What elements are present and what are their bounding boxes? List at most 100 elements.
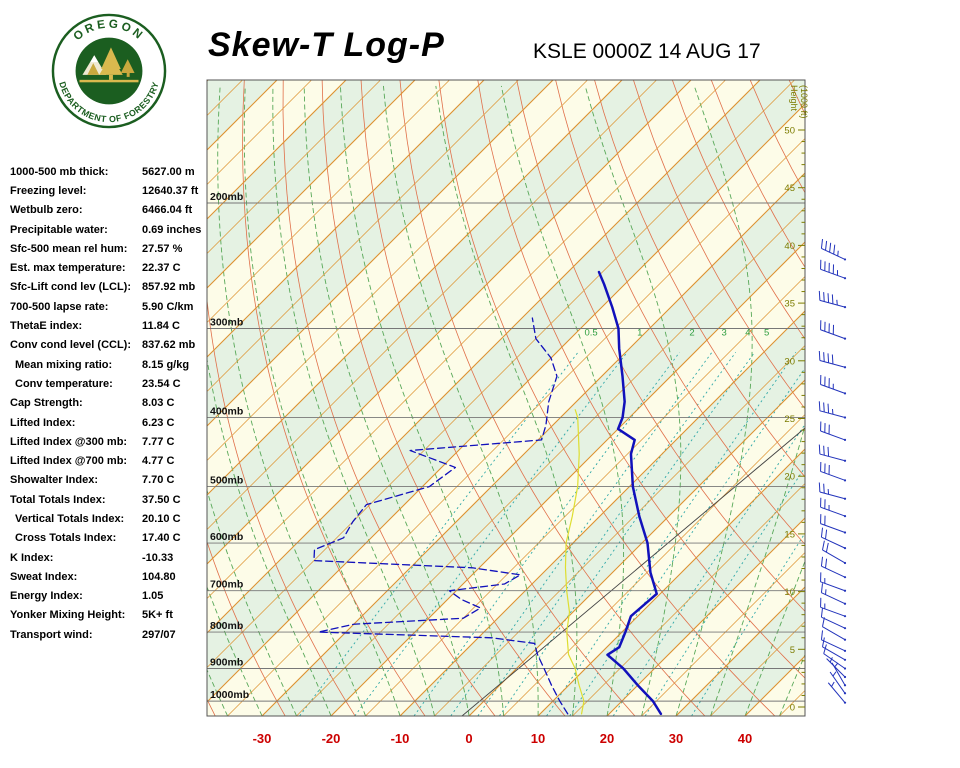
index-value: 12640.37 ft: [142, 184, 199, 197]
dewpoint-trace: [313, 317, 569, 715]
svg-text:Height: Height: [789, 85, 799, 112]
index-label: Total Totals Index:: [10, 493, 106, 506]
index-row: 700-500 lapse rate: 5.90 C/km: [10, 297, 210, 316]
index-label: Freezing level:: [10, 184, 87, 197]
svg-text:400mb: 400mb: [210, 406, 243, 418]
index-value: 17.40 C: [142, 532, 181, 545]
index-label: Vertical Totals Index:: [15, 512, 125, 525]
index-row: Est. max temperature: 22.37 C: [10, 258, 210, 277]
svg-text:45: 45: [784, 183, 795, 194]
page-title: Skew-T Log-P: [208, 26, 445, 64]
index-value: 11.84 C: [142, 320, 180, 333]
odf-logo: OREGON DEPARTMENT OF FORESTRY: [51, 13, 167, 129]
index-value: 6466.04 ft: [142, 204, 193, 217]
index-label: Sfc-500 mean rel hum:: [10, 242, 128, 255]
svg-text:4: 4: [745, 328, 750, 339]
svg-text:20: 20: [600, 731, 614, 746]
svg-text:500mb: 500mb: [210, 475, 243, 487]
svg-text:3: 3: [722, 328, 727, 339]
wetbulb-trace: [564, 409, 585, 715]
svg-text:0: 0: [465, 731, 472, 746]
index-label: ThetaE index:: [10, 320, 83, 333]
index-value: 8.03 C: [142, 397, 175, 410]
svg-text:300mb: 300mb: [210, 316, 243, 328]
isotherm-bands: [207, 80, 805, 716]
index-row: Transport wind: 297/07: [10, 625, 210, 644]
svg-text:50: 50: [784, 126, 795, 137]
index-row: Vertical Totals Index: 20.10 C: [10, 509, 210, 528]
svg-text:30: 30: [669, 731, 683, 746]
svg-text:10: 10: [531, 731, 545, 746]
wind-barbs: [818, 238, 847, 704]
svg-text:2: 2: [689, 328, 694, 339]
index-label: Lifted Index:: [10, 416, 76, 429]
index-value: 0.69 inches: [142, 223, 202, 236]
index-label: Lifted Index @300 mb:: [10, 435, 128, 448]
index-label: Sfc-Lift cond lev (LCL):: [10, 281, 131, 294]
svg-text:-20: -20: [322, 731, 341, 746]
station-time: KSLE 0000Z 14 AUG 17: [533, 40, 761, 63]
plot-area: 0.5 1 2 3 4 5: [207, 80, 805, 716]
index-value: 837.62 mb: [142, 339, 196, 352]
index-row: Precipitable water: 0.69 inches: [10, 220, 210, 239]
moist-adiabats: [207, 85, 805, 716]
reference-line: [461, 427, 805, 716]
isobars: [207, 202, 805, 702]
index-value: 7.70 C: [142, 474, 175, 487]
index-row: Cross Totals Index: 17.40 C: [10, 529, 210, 548]
index-label: Mean mixing ratio:: [15, 358, 113, 371]
svg-text:40: 40: [784, 241, 795, 252]
svg-text:-30: -30: [253, 731, 272, 746]
mixing-ratio-labels: 0.5 1 2 3 4 5: [584, 328, 769, 339]
svg-text:700mb: 700mb: [210, 579, 243, 591]
svg-text:200mb: 200mb: [210, 191, 243, 203]
index-row: Lifted Index @700 mb: 4.77 C: [10, 451, 210, 470]
index-value: -10.33: [142, 551, 174, 564]
svg-text:30: 30: [784, 356, 795, 367]
index-row: Conv cond level (CCL): 837.62 mb: [10, 336, 210, 355]
index-value: 4.77 C: [142, 455, 175, 468]
index-row: Freezing level: 12640.37 ft: [10, 181, 210, 200]
index-row: Wetbulb zero: 6466.04 ft: [10, 201, 210, 220]
index-value: 5K+ ft: [142, 609, 173, 622]
index-row: ThetaE index: 11.84 C: [10, 316, 210, 335]
index-value: 1.05: [142, 590, 164, 603]
index-value: 27.57 %: [142, 242, 183, 255]
index-label: Est. max temperature:: [10, 262, 126, 275]
index-value: 37.50 C: [142, 493, 181, 506]
index-label: Energy Index:: [10, 590, 83, 603]
index-row: Mean mixing ratio: 8.15 g/kg: [10, 355, 210, 374]
svg-text:(1000 ft): (1000 ft): [799, 85, 809, 119]
index-label: 1000-500 mb thick:: [10, 165, 109, 178]
plot-border: [206, 79, 806, 717]
index-row: Showalter Index: 7.70 C: [10, 471, 210, 490]
index-label: Transport wind:: [10, 628, 93, 641]
svg-text:1: 1: [637, 328, 642, 339]
index-value: 5.90 C/km: [142, 300, 194, 313]
index-row: Total Totals Index: 37.50 C: [10, 490, 210, 509]
index-value: 23.54 C: [142, 377, 181, 390]
index-value: 297/07: [142, 628, 176, 641]
index-value: 22.37 C: [142, 262, 181, 275]
temp-axis-labels: -30 -20 -10 0 10 20 30 40: [253, 731, 753, 746]
svg-text:900mb: 900mb: [210, 657, 243, 669]
index-value: 104.80: [142, 570, 176, 583]
logo-art: [79, 47, 139, 83]
mixing-ratio-lines: [299, 352, 805, 716]
svg-text:5: 5: [764, 328, 769, 339]
index-label: Cross Totals Index:: [15, 532, 117, 545]
index-row: Yonker Mixing Height: 5K+ ft: [10, 606, 210, 625]
index-label: Lifted Index @700 mb:: [10, 455, 128, 468]
index-row: Lifted Index @300 mb: 7.77 C: [10, 432, 210, 451]
svg-text:600mb: 600mb: [210, 531, 243, 543]
svg-text:15: 15: [784, 529, 795, 540]
index-row: Conv temperature: 23.54 C: [10, 374, 210, 393]
svg-text:1000mb: 1000mb: [210, 689, 249, 701]
svg-text:35: 35: [784, 299, 795, 310]
index-value: 5627.00 m: [142, 165, 195, 178]
height-scale: 0 5 10 15 20 25 30 35 40 45 50 Height (1000 ft): [784, 85, 809, 714]
index-row: K Index: -10.33: [10, 548, 210, 567]
index-row: Sfc-500 mean rel hum: 27.57 %: [10, 239, 210, 258]
index-value: 857.92 mb: [142, 281, 196, 294]
